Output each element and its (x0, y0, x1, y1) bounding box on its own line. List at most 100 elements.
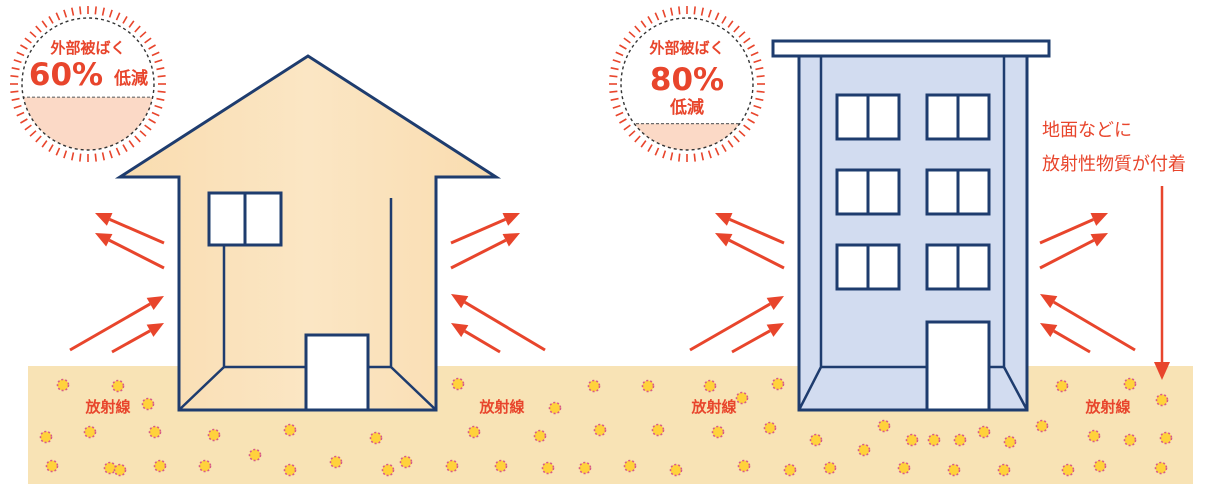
radioactive-particle (56, 378, 70, 392)
sunburst-ray (71, 7, 75, 16)
sunburst-ray (94, 6, 97, 15)
sunburst-ray (609, 90, 618, 93)
sunburst-ray (148, 44, 156, 50)
radiation-arrows (69, 212, 1136, 354)
radiation-label: 放射線 (1084, 398, 1130, 416)
radiation-arrow-head (451, 294, 469, 309)
sunburst-ray (24, 37, 32, 44)
radioactive-particle (153, 459, 167, 473)
radioactive-particle (248, 448, 262, 462)
sunburst-ray (634, 25, 641, 33)
sunburst-ray (721, 144, 727, 152)
sunburst-ray (727, 140, 734, 148)
sunburst-ray (612, 59, 621, 64)
radiation-arrow-head (451, 323, 469, 338)
radioactive-particle (927, 433, 941, 447)
sunburst-ray (612, 104, 621, 109)
sunburst-ray (753, 104, 762, 109)
sunburst-ray (753, 59, 762, 64)
sunburst-ray (743, 37, 751, 44)
radioactive-particle (1061, 463, 1075, 477)
radiation-arrow (1039, 218, 1094, 245)
sunburst-ray (750, 51, 759, 57)
house-door (304, 333, 370, 412)
building-windows (835, 93, 991, 291)
sunburst-ray (128, 140, 135, 148)
radioactive-particle (103, 461, 117, 475)
radioactive-particle (445, 459, 459, 473)
sunburst-ray (29, 31, 37, 38)
sunburst-ray (733, 25, 740, 33)
radioactive-particle (737, 459, 751, 473)
sunburst-ray (634, 135, 641, 143)
sunburst-ray (16, 111, 25, 117)
sunburst-ray (615, 111, 624, 117)
radioactive-particle (783, 463, 797, 477)
sunburst-ray (157, 75, 166, 78)
radioactive-particle (113, 463, 127, 477)
sunburst-ray (619, 44, 627, 50)
radioactive-particle (877, 419, 891, 433)
radioactive-particle (669, 463, 683, 477)
radioactive-particle (399, 455, 413, 469)
radioactive-particle (997, 463, 1011, 477)
building-door (925, 320, 991, 412)
sunburst-ray (148, 118, 156, 124)
sunburst-ray (755, 67, 764, 71)
deposition-note-line1: 地面などに (1042, 120, 1132, 141)
sunburst-ray (151, 111, 160, 117)
sunburst-ray (11, 97, 20, 101)
radioactive-particle (735, 391, 749, 405)
sunburst-ray (115, 147, 121, 156)
sunburst-ray (48, 16, 54, 24)
sunburst-ray (610, 67, 619, 71)
sunburst-ray (71, 152, 75, 161)
sunburst-ray (10, 75, 19, 78)
radioactive-particle (533, 429, 547, 443)
radiation-arrow (728, 238, 785, 270)
radioactive-particle (548, 401, 562, 415)
radiation-arrow (1039, 238, 1095, 270)
sunburst-ray (156, 67, 165, 71)
sunburst-ray (122, 144, 128, 152)
badge-building-reduction: 外部被ばく 80% 低減 (609, 6, 765, 162)
radiation-arrow-head (146, 323, 164, 337)
radioactive-particle (587, 379, 601, 393)
radioactive-particle (541, 461, 555, 475)
sunburst-ray (151, 51, 160, 57)
radiation-arrow (464, 329, 501, 354)
sunburst-ray (733, 135, 740, 143)
radiation-arrow (1053, 329, 1091, 354)
sunburst-ray (647, 144, 653, 152)
radioactive-particle (83, 425, 97, 439)
apartment-building (771, 39, 1051, 412)
radiation-arrow-head (95, 233, 113, 247)
sunburst-ray (139, 130, 147, 137)
badge-sunburst (10, 6, 166, 162)
sunburst-ray (101, 152, 105, 161)
sunburst-ray (55, 12, 61, 21)
house-roof (114, 54, 502, 412)
sunburst-ray (11, 67, 20, 71)
radioactive-particle (111, 379, 125, 393)
sunburst-ray (63, 150, 68, 159)
radiation-arrow-head (1040, 323, 1058, 338)
building-body (797, 54, 1029, 412)
sunburst-ray (156, 97, 165, 101)
radiation-label: 放射線 (690, 398, 736, 416)
sunburst-ray (35, 135, 42, 143)
sunburst-ray (721, 16, 727, 24)
radiation-arrow (69, 302, 151, 352)
radioactive-particle (1123, 377, 1137, 391)
radioactive-particle (283, 423, 297, 437)
radiation-arrow-head (1090, 213, 1108, 226)
sunburst-ray (48, 144, 54, 152)
radiation-arrow-head (502, 233, 520, 247)
sunburst-ray (115, 12, 121, 21)
sunburst-ray (738, 31, 746, 38)
sunburst-ray (13, 104, 22, 109)
sunburst-ray (134, 25, 141, 33)
deposition-note-line2: 放射性物質が付着 (1042, 154, 1186, 175)
sunburst-ray (662, 150, 667, 159)
sunburst-ray (10, 90, 19, 93)
